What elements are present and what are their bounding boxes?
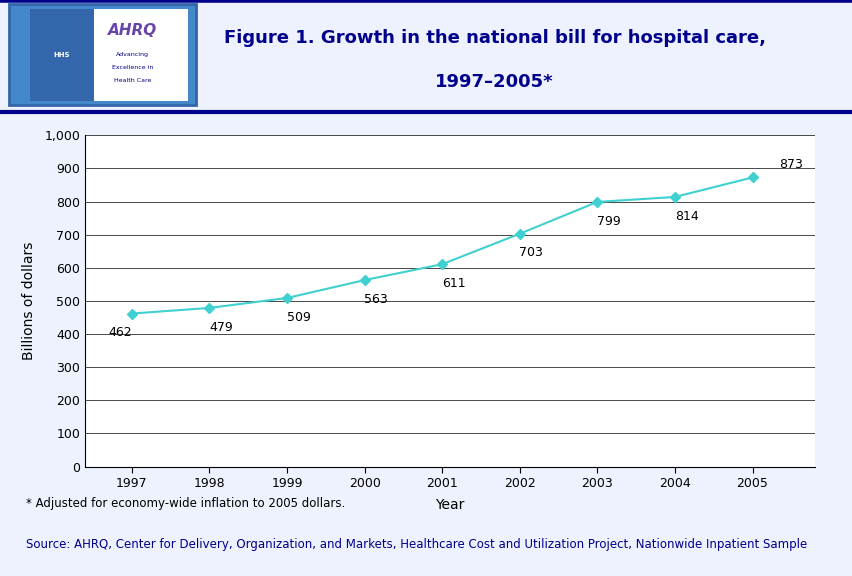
Text: 563: 563 [364, 293, 388, 306]
Text: Source: AHRQ, Center for Delivery, Organization, and Markets, Healthcare Cost an: Source: AHRQ, Center for Delivery, Organ… [26, 538, 806, 551]
Text: Excellence in: Excellence in [112, 65, 153, 70]
Text: Figure 1. Growth in the national bill for hospital care,: Figure 1. Growth in the national bill fo… [223, 29, 765, 47]
Text: 873: 873 [779, 158, 803, 172]
Text: 814: 814 [674, 210, 698, 222]
Text: 611: 611 [441, 277, 465, 290]
X-axis label: Year: Year [435, 498, 464, 512]
FancyBboxPatch shape [30, 9, 187, 101]
Text: 462: 462 [108, 326, 132, 339]
Text: 799: 799 [596, 214, 620, 228]
Text: Advancing: Advancing [116, 52, 148, 57]
Y-axis label: Billions of dollars: Billions of dollars [22, 242, 36, 360]
Text: * Adjusted for economy-wide inflation to 2005 dollars.: * Adjusted for economy-wide inflation to… [26, 498, 344, 510]
Text: 703: 703 [519, 247, 543, 259]
Text: HHS: HHS [53, 52, 70, 58]
Text: 1997–2005*: 1997–2005* [435, 73, 554, 91]
Text: 509: 509 [286, 310, 310, 324]
Text: 479: 479 [209, 320, 233, 334]
FancyBboxPatch shape [9, 5, 196, 105]
Text: AHRQ: AHRQ [107, 23, 157, 38]
Text: Health Care: Health Care [113, 78, 151, 84]
FancyBboxPatch shape [30, 9, 94, 101]
